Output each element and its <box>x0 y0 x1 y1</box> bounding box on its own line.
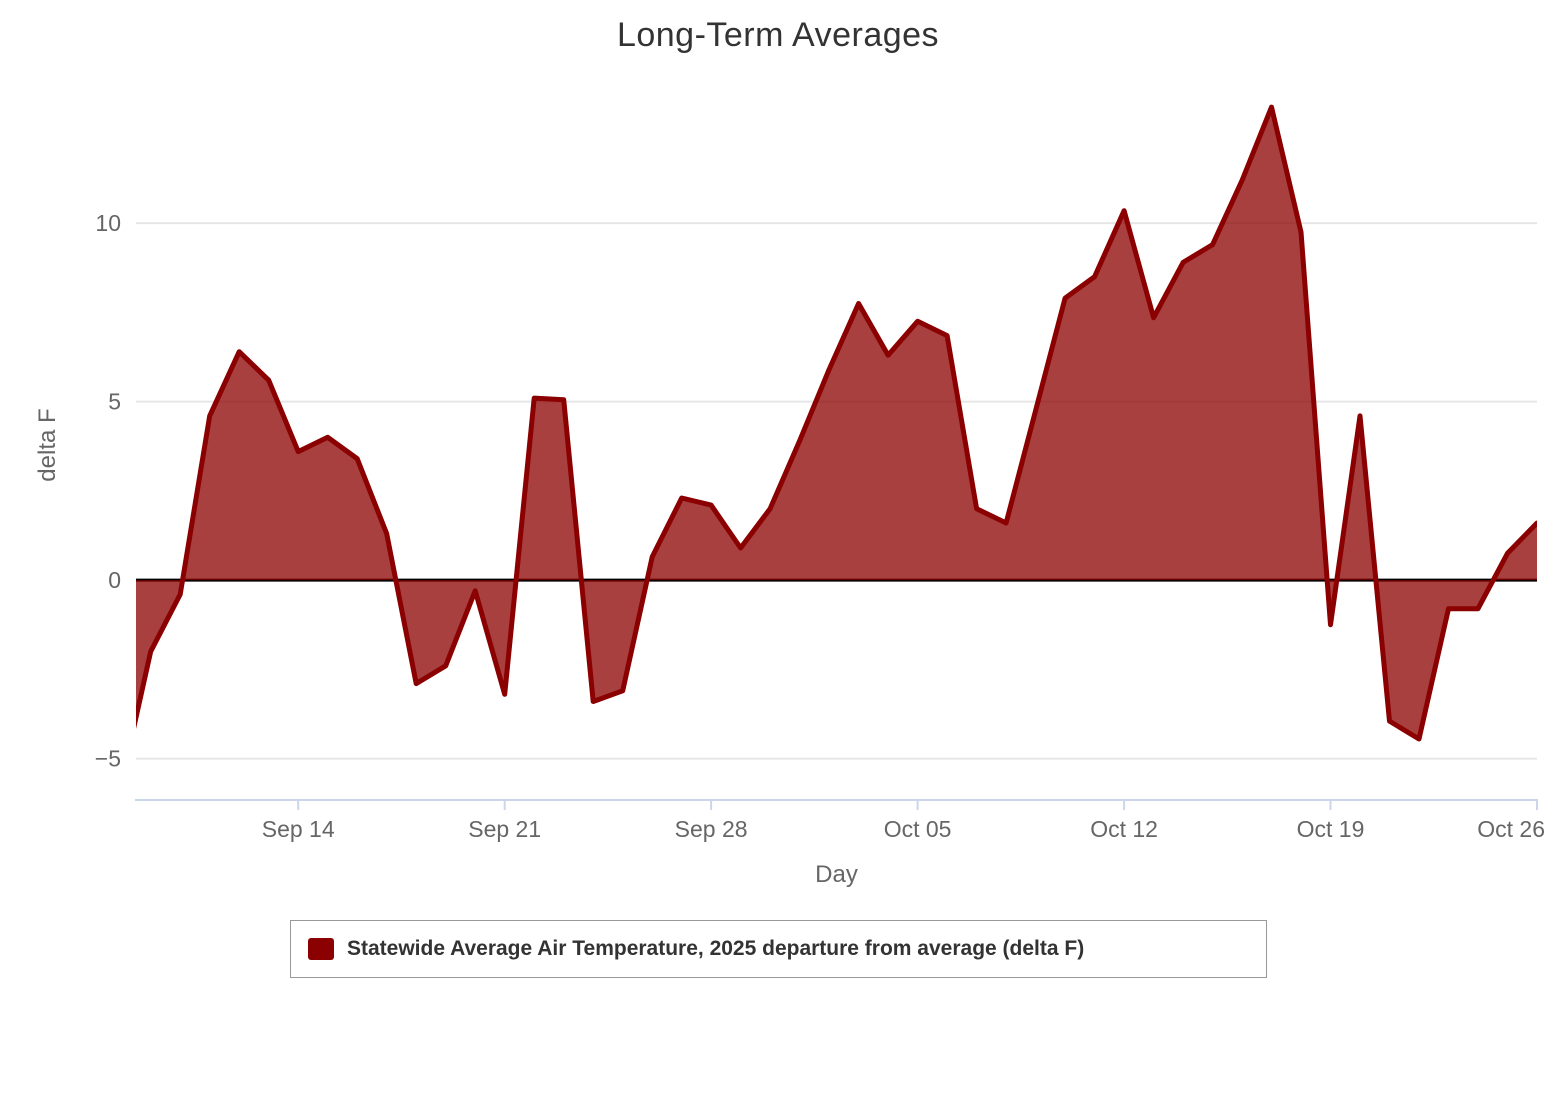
area-fill[interactable] <box>121 107 1537 784</box>
x-axis-title: Day <box>815 861 858 888</box>
x-tick-label: Sep 28 <box>675 816 748 842</box>
legend-swatch-icon <box>308 938 334 960</box>
x-tick-label: Oct 19 <box>1297 816 1365 842</box>
y-tick-label: 10 <box>95 210 121 236</box>
legend-label: Statewide Average Air Temperature, 2025 … <box>347 937 1085 960</box>
x-tick-label: Oct 12 <box>1090 816 1158 842</box>
x-tick-label: Oct 26 <box>1477 816 1545 842</box>
x-tick-label: Oct 05 <box>884 816 952 842</box>
x-tick-label: Sep 21 <box>468 816 541 842</box>
y-tick-label: −5 <box>95 746 121 772</box>
y-tick-label: 5 <box>108 389 121 415</box>
chart-title: Long-Term Averages <box>616 16 940 54</box>
y-tick-label: 0 <box>108 567 121 593</box>
legend[interactable]: Statewide Average Air Temperature, 2025 … <box>290 920 1267 978</box>
x-tick-label: Sep 14 <box>262 816 335 842</box>
series-line[interactable] <box>121 104 1537 784</box>
